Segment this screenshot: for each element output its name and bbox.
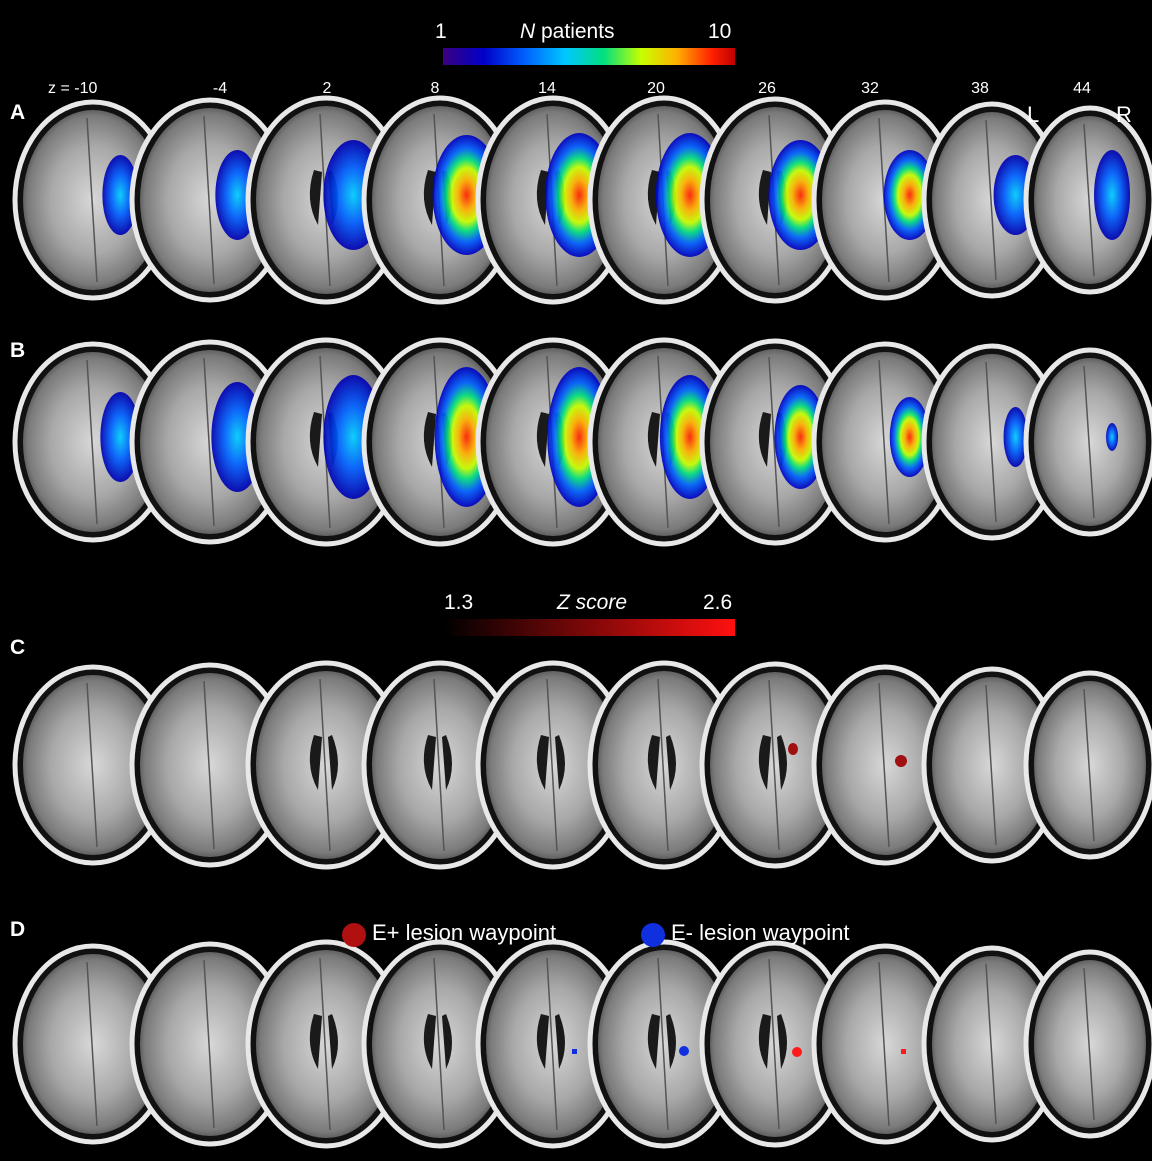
z-label-5: 20 bbox=[647, 80, 665, 97]
brain-slice bbox=[1023, 347, 1152, 537]
brain-slice bbox=[475, 660, 631, 870]
brain-slice bbox=[129, 339, 291, 545]
colorbar-z-max: 2.6 bbox=[703, 591, 733, 614]
colorbar-patients-min: 1 bbox=[435, 20, 447, 43]
brain-slice bbox=[12, 341, 174, 543]
colorbar-patients-title: N patients bbox=[520, 20, 615, 44]
colorbar-patients bbox=[443, 48, 735, 65]
brain-slice bbox=[12, 99, 174, 301]
legend-eminus-dot bbox=[641, 923, 665, 947]
brain-slice bbox=[12, 943, 174, 1145]
eplus-waypoint bbox=[901, 1049, 906, 1054]
hemisphere-left-label: L bbox=[1027, 102, 1040, 127]
lesion-overlay bbox=[1106, 423, 1119, 451]
brain-slice bbox=[129, 941, 291, 1147]
brain-slice bbox=[12, 664, 174, 866]
colorbar-patients-title-rest: patients bbox=[535, 20, 615, 43]
brain-slice bbox=[587, 95, 741, 305]
brain-slice bbox=[587, 939, 741, 1149]
brain-slice bbox=[1023, 949, 1152, 1139]
zscore-cluster bbox=[788, 743, 798, 755]
colorbar-z-min: 1.3 bbox=[444, 591, 474, 614]
panel-label-c: C bbox=[10, 636, 26, 659]
legend-eplus-label: E+ lesion waypoint bbox=[372, 920, 557, 945]
colorbar-z-title: Z score bbox=[557, 591, 628, 614]
legend-eplus-dot bbox=[342, 923, 366, 947]
brain-slice bbox=[475, 939, 631, 1149]
z-label-6: 26 bbox=[758, 80, 776, 97]
legend-eminus-label: E- lesion waypoint bbox=[671, 920, 850, 945]
z-label-3: 8 bbox=[430, 80, 440, 97]
brain-slice bbox=[699, 96, 851, 304]
z-label-7: 32 bbox=[861, 80, 879, 97]
colorbar-patients-max: 10 bbox=[708, 20, 732, 43]
brain-slice bbox=[245, 660, 407, 870]
panel-label-d: D bbox=[10, 918, 26, 941]
brain-slice bbox=[921, 343, 1063, 541]
brain-slice bbox=[811, 99, 959, 301]
lesion-overlay bbox=[100, 392, 141, 482]
brain-slice bbox=[361, 939, 519, 1149]
brain-slice bbox=[921, 666, 1063, 864]
colorbar-zscore bbox=[443, 619, 735, 636]
brain-slice bbox=[587, 660, 741, 870]
eminus-waypoint bbox=[572, 1049, 577, 1054]
z-label-4: 14 bbox=[538, 80, 556, 97]
zscore-cluster bbox=[895, 755, 907, 767]
brain-slice bbox=[921, 945, 1063, 1143]
brain-slice bbox=[811, 664, 959, 866]
colorbar-patients-title-n: N bbox=[520, 20, 536, 43]
panel-label-b: B bbox=[10, 339, 26, 362]
z-label-2: 2 bbox=[322, 80, 332, 97]
brain-slice bbox=[129, 662, 291, 868]
lesion-overlay bbox=[1003, 407, 1028, 467]
brain-slice bbox=[699, 940, 851, 1148]
z-label-first: z = -10 bbox=[48, 80, 128, 98]
brain-slice bbox=[1023, 670, 1152, 860]
eminus-waypoint bbox=[679, 1046, 689, 1056]
brain-slice bbox=[361, 660, 519, 870]
brain-slice bbox=[811, 341, 959, 543]
z-value-0: -10 bbox=[74, 80, 98, 97]
hemisphere-right-label: R bbox=[1116, 102, 1132, 127]
lesion-overlay bbox=[1094, 150, 1131, 240]
z-label-8: 38 bbox=[971, 80, 989, 97]
z-label-9: 44 bbox=[1073, 80, 1091, 97]
z-label-1: -4 bbox=[212, 80, 228, 97]
eplus-waypoint bbox=[792, 1047, 802, 1057]
brain-slice bbox=[699, 661, 851, 869]
z-prefix: z = bbox=[48, 80, 75, 97]
panel-label-a: A bbox=[10, 101, 26, 124]
lesion-overlay bbox=[102, 155, 139, 235]
brain-slice bbox=[921, 101, 1063, 299]
lesion-overlay bbox=[889, 397, 930, 477]
brain-slice bbox=[1023, 105, 1152, 295]
brain-slice bbox=[811, 943, 959, 1145]
brain-slice bbox=[361, 337, 519, 547]
brain-slice bbox=[361, 95, 519, 305]
